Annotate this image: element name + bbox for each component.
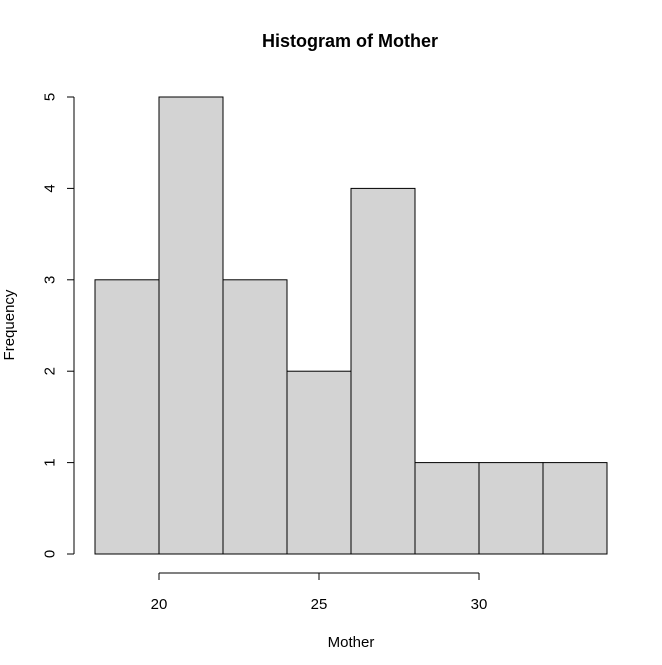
y-tick-label-5: 5 <box>42 93 59 101</box>
histogram-bar-28-30 <box>414 462 480 555</box>
y-tick-label-3: 3 <box>42 276 59 284</box>
histogram-bar-24-26 <box>286 370 352 555</box>
y-tick-label-4: 4 <box>42 184 59 192</box>
y-tick-label-1: 1 <box>42 458 59 466</box>
y-tick-label-0: 0 <box>42 550 59 558</box>
y-tick-label-2: 2 <box>42 367 59 375</box>
histogram-bar-22-24 <box>222 279 288 555</box>
histogram-bar-30-32 <box>478 462 544 555</box>
histogram-bar-26-28 <box>350 187 416 555</box>
x-tick-label-30: 30 <box>471 596 488 613</box>
y-axis-label: Frequency <box>1 289 18 360</box>
chart-title: Histogram of Mother <box>262 31 438 51</box>
x-tick-label-20: 20 <box>151 596 168 613</box>
x-axis-label: Mother <box>328 634 375 651</box>
x-axis: 20 25 30 <box>151 572 488 613</box>
histogram-bar-20-22 <box>158 96 224 555</box>
histogram-bar-18-20 <box>94 279 160 555</box>
bars-group <box>94 96 608 555</box>
x-tick-label-25: 25 <box>311 596 328 613</box>
y-axis: 0 1 2 3 4 5 <box>42 93 75 558</box>
histogram-bar-32-34 <box>542 462 608 555</box>
